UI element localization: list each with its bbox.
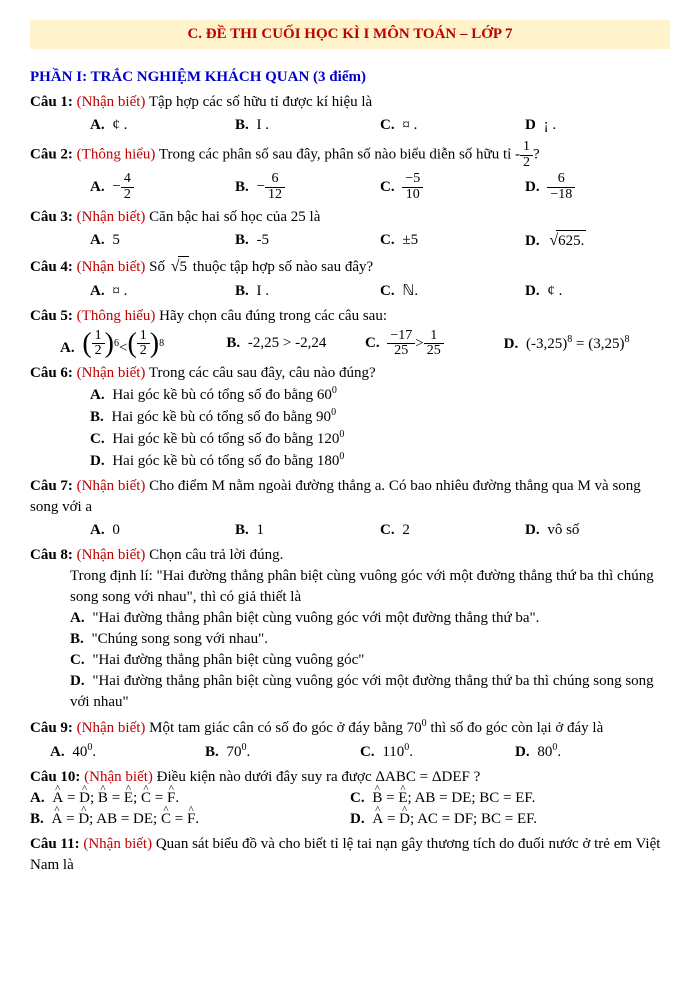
q2-options: A. −42 B. −612 C. −510 D. 6−18 — [30, 172, 670, 202]
q7: Câu 7: (Nhận biết) Cho điểm M nằm ngoài … — [30, 476, 670, 518]
q4: Câu 4: (Nhận biết) Số 5 thuộc tập hợp số… — [30, 256, 670, 278]
q3-options: A. 5 B. -5 C. ±5 D. 625. — [30, 230, 670, 252]
q5-options: A. (12)6<(12)8 B. -2,25 > -2,24 C. −1725… — [30, 329, 670, 359]
q10-options: A. A = D; B = E; C = F. B. A = D; AB = D… — [30, 788, 670, 830]
title-bar: C. ĐỀ THI CUỐI HỌC KÌ I MÔN TOÁN – LỚP 7 — [30, 20, 670, 49]
q8-intro: Trong định lí: "Hai đường thẳng phân biệ… — [30, 566, 670, 608]
q2: Câu 2: (Thông hiểu) Trong các phân số sa… — [30, 140, 670, 170]
q7-options: A. 0 B. 1 C. 2 D. vô số — [30, 520, 670, 541]
q1: Câu 1: (Nhận biết) Tập hợp các số hữu tỉ… — [30, 92, 670, 113]
page-title: C. ĐỀ THI CUỐI HỌC KÌ I MÔN TOÁN – LỚP 7 — [187, 26, 512, 42]
q8-options: A. "Hai đường thẳng phân biệt cùng vuông… — [30, 608, 670, 713]
q8: Câu 8: (Nhận biết) Chọn câu trả lời đúng… — [30, 545, 670, 566]
q9: Câu 9: (Nhận biết) Một tam giác cân có s… — [30, 717, 670, 739]
q5: Câu 5: (Thông hiểu) Hãy chọn câu đúng tr… — [30, 306, 670, 327]
q3: Câu 3: (Nhận biết) Căn bậc hai số học củ… — [30, 207, 670, 228]
q11: Câu 11: (Nhận biết) Quan sát biểu đồ và … — [30, 834, 670, 876]
q6-options: A. Hai góc kề bù có tổng số đo bằng 600 … — [30, 384, 670, 472]
q9-options: A. 400. B. 700. C. 1100. D. 800. — [30, 741, 670, 763]
q1-options: A. ¢ . B. I . C. ¤ . D ¡ . — [30, 115, 670, 136]
q4-options: A. ¤ . B. I . C. ℕ. D. ¢ . — [30, 281, 670, 302]
part1-heading: PHẦN I: TRẮC NGHIỆM KHÁCH QUAN (3 điểm) — [30, 67, 670, 88]
q6: Câu 6: (Nhận biết) Trong các câu sau đây… — [30, 363, 670, 384]
